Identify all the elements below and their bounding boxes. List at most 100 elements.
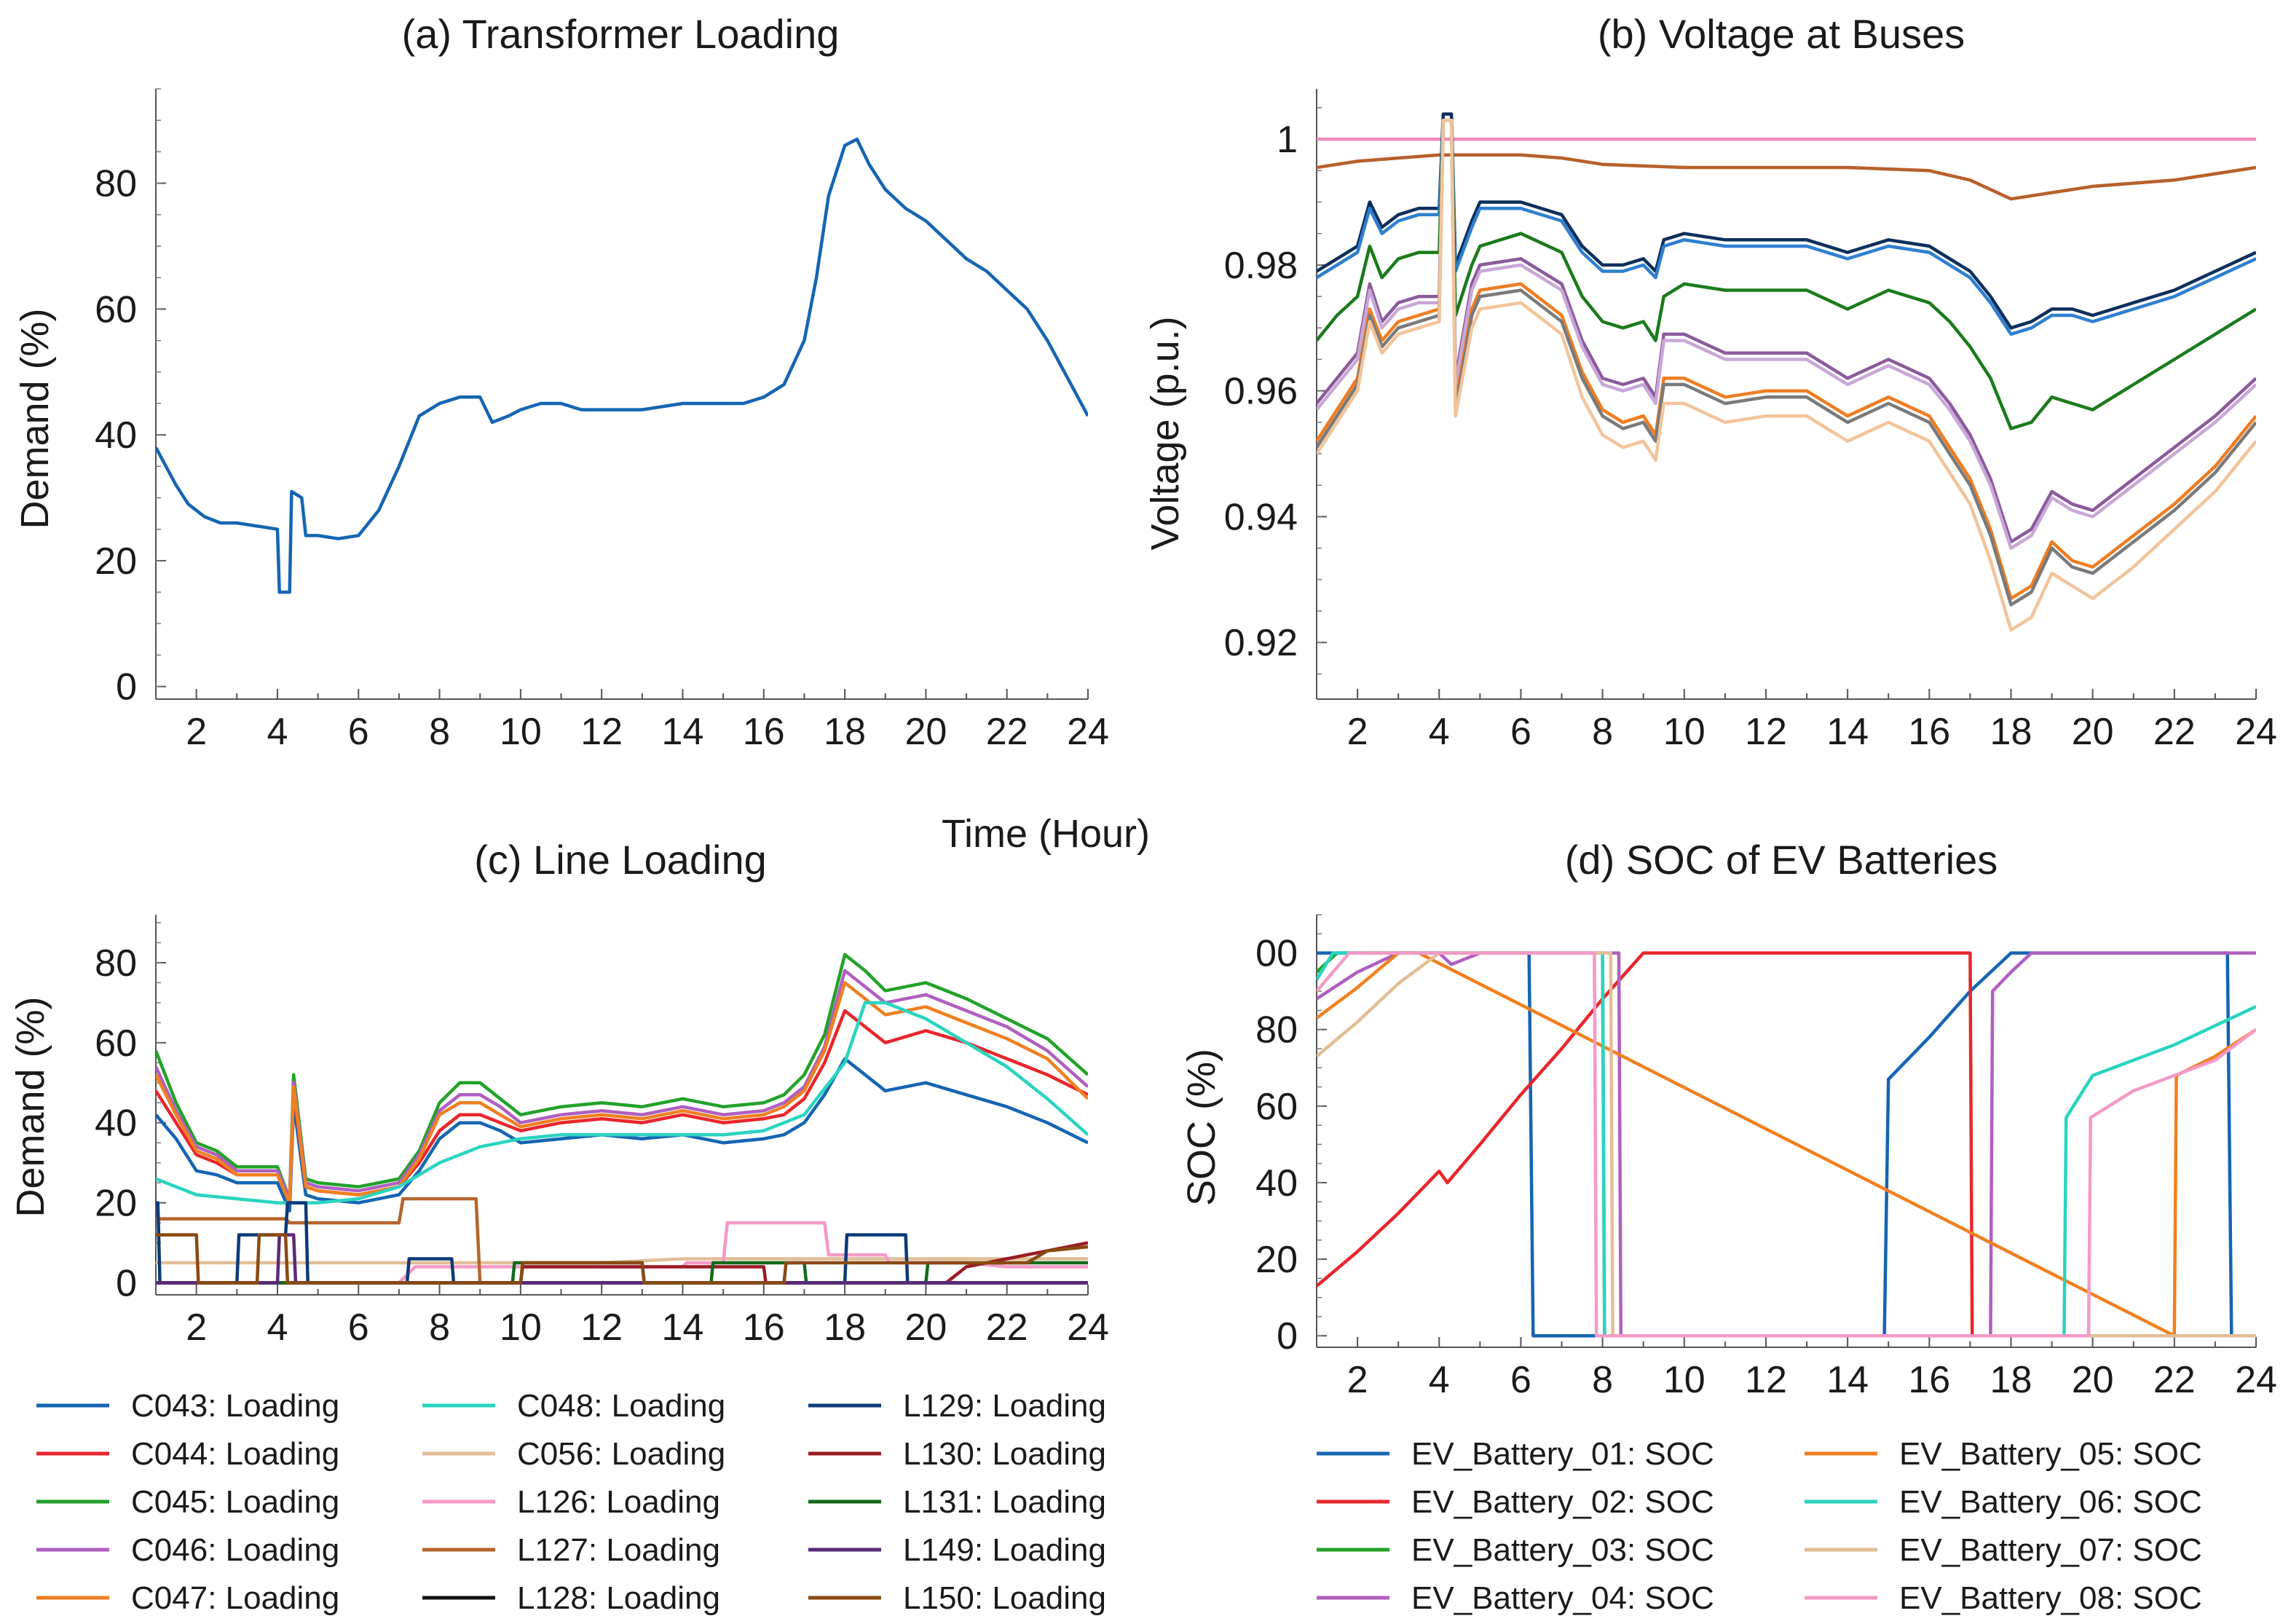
y-tick-label: 1	[1277, 119, 1298, 161]
y-tick-label: 0.98	[1224, 245, 1298, 287]
x-tick-label: 4	[1429, 1359, 1450, 1401]
y-tick-label: 40	[1255, 1162, 1298, 1205]
y-tick-label: 20	[95, 1183, 137, 1225]
x-tick-label: 24	[1067, 711, 1109, 753]
y-tick-label: 40	[95, 1103, 137, 1145]
legend-label: L149: Loading	[903, 1532, 1106, 1568]
x-tick-label: 8	[1592, 711, 1613, 753]
series-line-c047	[156, 981, 1088, 1205]
x-tick-label: 6	[1510, 711, 1531, 753]
legend-label: C043: Loading	[131, 1388, 339, 1424]
x-tick-label: 8	[429, 1306, 450, 1349]
x-tick-label: 4	[267, 711, 288, 753]
x-tick-label: 4	[1429, 711, 1450, 753]
legend-label: C047: Loading	[131, 1580, 339, 1616]
legend-label: C045: Loading	[131, 1484, 339, 1520]
x-tick-label: 22	[986, 1306, 1028, 1349]
series-line-ev_battery_03	[1317, 951, 2256, 1338]
legend-label: L150: Loading	[903, 1580, 1106, 1616]
series-line-b-2	[1317, 112, 2256, 330]
legend-label: C056: Loading	[517, 1436, 725, 1472]
y-tick-label: 80	[95, 942, 137, 985]
x-tick-label: 14	[1826, 711, 1869, 753]
x-tick-label: 12	[580, 1306, 623, 1349]
y-tick-label: 0.94	[1224, 496, 1298, 538]
y-tick-label: 40	[95, 414, 137, 457]
x-tick-label: 2	[186, 711, 207, 753]
y-tick-label: 0	[1277, 1315, 1298, 1357]
y-tick-label: 80	[1255, 1009, 1298, 1052]
panel-d-ylabel: SOC (%)	[1180, 1049, 1223, 1206]
x-tick-label: 22	[2153, 711, 2196, 753]
x-tick-label: 18	[824, 711, 866, 753]
x-tick-label: 12	[580, 711, 623, 753]
series-line-l150	[156, 1233, 1088, 1285]
y-tick-label: 80	[95, 163, 137, 205]
series-line-b-1	[1317, 153, 2256, 201]
series-line-c046	[156, 969, 1088, 1201]
series-line-ev_battery_05	[1317, 951, 2256, 1338]
x-tick-label: 20	[2072, 711, 2114, 753]
x-tick-label: 20	[2072, 1359, 2114, 1401]
x-tick-label: 4	[267, 1306, 288, 1349]
series-group	[156, 137, 1088, 594]
legend-label: C046: Loading	[131, 1532, 339, 1568]
panel-a-title: (a) Transformer Loading	[402, 11, 840, 57]
y-tick-label: 60	[1255, 1086, 1298, 1128]
legend-label: L127: Loading	[517, 1532, 720, 1568]
shared-xlabel: Time (Hour)	[942, 812, 1150, 856]
x-tick-label: 16	[1908, 1359, 1950, 1401]
y-tick-label: 60	[95, 1022, 137, 1065]
legend-label: L129: Loading	[903, 1388, 1106, 1424]
panel-b-ylabel: Voltage (p.u.)	[1143, 316, 1187, 550]
panel-c-ylabel: Demand (%)	[9, 996, 52, 1217]
legend-label: EV_Battery_02: SOC	[1411, 1484, 1714, 1520]
x-tick-label: 22	[2153, 1359, 2196, 1401]
panel-soc-ev-batteries: (d) SOC of EV Batteries SOC (%) 2 4 6 8 10 12…	[1180, 837, 2277, 1616]
x-tick-label: 18	[1990, 711, 2032, 753]
series-line-c043	[156, 1057, 1088, 1213]
y-tick-label: 0.96	[1224, 371, 1298, 413]
series-line-b-6	[1317, 118, 2256, 550]
x-tick-label: 10	[1663, 1359, 1706, 1401]
x-tick-label: 10	[500, 1306, 542, 1349]
x-tick-label: 10	[1663, 711, 1706, 753]
series-line-b-8	[1317, 118, 2256, 607]
x-tick-label: 20	[904, 1306, 947, 1349]
x-tick-label: 14	[1826, 1359, 1869, 1401]
y-tick-label: 20	[1255, 1239, 1298, 1281]
x-tick-label: 2	[1347, 1359, 1368, 1401]
x-tick-label: 16	[1908, 711, 1950, 753]
panel-b-title: (b) Voltage at Buses	[1598, 11, 1965, 57]
y-tick-label: 0	[116, 1263, 137, 1305]
x-tick-label: 6	[1510, 1359, 1531, 1401]
legend-label: EV_Battery_01: SOC	[1411, 1436, 1714, 1472]
series-line-a-0	[156, 137, 1088, 594]
legend-label: C044: Loading	[131, 1436, 339, 1472]
legend-label: L131: Loading	[903, 1484, 1106, 1520]
x-tick-label: 2	[1347, 711, 1368, 753]
legend-label: EV_Battery_05: SOC	[1899, 1436, 2202, 1472]
panel-a-ylabel: Demand (%)	[13, 308, 57, 529]
x-tick-label: 24	[2235, 711, 2277, 753]
legend-label: EV_Battery_08: SOC	[1899, 1580, 2202, 1616]
legend-label: L126: Loading	[517, 1484, 720, 1520]
x-tick-label: 18	[824, 1306, 866, 1349]
x-tick-label: 2	[186, 1306, 207, 1349]
x-tick-label: 8	[1592, 1359, 1613, 1401]
x-tick-label: 12	[1745, 711, 1787, 753]
x-tick-label: 16	[743, 711, 785, 753]
legend-label: L128: Loading	[517, 1580, 720, 1616]
series-line-ev_battery_06	[1317, 951, 2256, 1338]
panel-c-legend: C043: Loading C044: Loading C045: Loading C…	[36, 1388, 1106, 1616]
series-line-c045	[156, 953, 1088, 1201]
x-tick-label: 20	[904, 711, 947, 753]
x-tick-label: 6	[348, 1306, 369, 1349]
panel-d-title: (d) SOC of EV Batteries	[1565, 837, 1998, 883]
legend-label: L130: Loading	[903, 1436, 1106, 1472]
series-line-ev_battery_04	[1317, 951, 2256, 1338]
